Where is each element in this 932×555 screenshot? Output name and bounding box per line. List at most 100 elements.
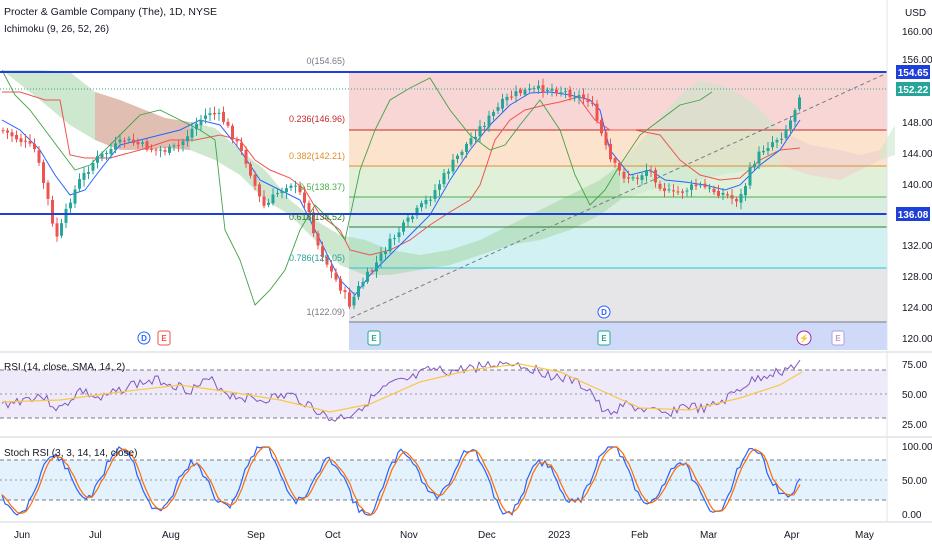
candle-body bbox=[289, 185, 293, 188]
candle-body bbox=[447, 171, 450, 174]
candle-body bbox=[519, 89, 522, 94]
candle-body bbox=[672, 190, 675, 192]
time-tick: Sep bbox=[247, 530, 265, 541]
candle-body bbox=[10, 132, 14, 137]
candle-body bbox=[298, 185, 302, 193]
candle-body bbox=[604, 132, 608, 146]
candle-body bbox=[411, 216, 414, 220]
lightning-marker[interactable]: ⚡ bbox=[796, 330, 812, 346]
candle-body bbox=[96, 156, 99, 163]
candle-body bbox=[262, 196, 266, 206]
stoch-tick: 0.00 bbox=[902, 510, 922, 521]
price-tag-lower bbox=[896, 207, 930, 221]
candle-body bbox=[676, 191, 680, 193]
candle-body bbox=[766, 148, 770, 151]
rsi-line bbox=[1, 359, 801, 422]
candle-body bbox=[330, 265, 333, 272]
fib-label-2: 0.382(142.21) bbox=[289, 151, 345, 161]
candle-body bbox=[226, 121, 230, 126]
candle-body bbox=[582, 94, 585, 99]
candle-body bbox=[465, 143, 468, 152]
candle-body bbox=[91, 163, 95, 171]
candle-body bbox=[415, 207, 419, 216]
candle-body bbox=[33, 143, 36, 150]
candle-body bbox=[361, 281, 365, 287]
stoch-k-line bbox=[1, 446, 801, 517]
candle-body bbox=[586, 99, 590, 103]
price-axis[interactable]: USD 160.00 156.00 148.00 144.00 140.00 1… bbox=[902, 8, 932, 345]
candle-body bbox=[739, 193, 743, 203]
time-tick: Aug bbox=[162, 530, 180, 541]
fib-zone-0 bbox=[349, 72, 887, 130]
stoch-legend[interactable]: Stoch RSI (3, 3, 14, 14, close) bbox=[4, 448, 138, 459]
earnings-marker[interactable]: E bbox=[157, 330, 171, 346]
candle-body bbox=[73, 189, 77, 204]
stoch-pane bbox=[0, 446, 887, 517]
candle-body bbox=[505, 96, 509, 101]
candle-body bbox=[267, 202, 270, 205]
ichimoku-legend[interactable]: Ichimoku (9, 26, 52, 26) bbox=[4, 24, 110, 35]
candle-body bbox=[429, 199, 432, 201]
price-tag-upper-text: 154.65 bbox=[898, 68, 929, 79]
candle-body bbox=[42, 162, 45, 184]
dividend-marker[interactable]: D bbox=[137, 331, 151, 345]
candle-body bbox=[366, 271, 369, 282]
candle-body bbox=[240, 142, 243, 151]
candle-body bbox=[217, 112, 221, 114]
candle-body bbox=[663, 188, 666, 192]
ichimoku-lines bbox=[1, 69, 801, 306]
candle-body bbox=[694, 184, 698, 187]
svg-text:E: E bbox=[371, 334, 377, 343]
candle-body bbox=[204, 115, 207, 119]
svg-text:E: E bbox=[601, 334, 607, 343]
candle-body bbox=[24, 140, 27, 142]
price-tag-upper bbox=[896, 65, 930, 79]
candle-body bbox=[717, 191, 720, 196]
earnings-marker[interactable]: E bbox=[367, 330, 381, 346]
earnings-marker[interactable]: E bbox=[597, 330, 611, 346]
candle-body bbox=[690, 184, 693, 191]
fib-labels: 0(154.65) 0.236(146.96) 0.382(142.21) 0.… bbox=[289, 56, 345, 317]
candle-body bbox=[757, 151, 761, 164]
rsi-legend[interactable]: RSI (14, close, SMA, 14, 2) bbox=[4, 362, 126, 373]
event-markers: D E E D E ⚡ E bbox=[137, 305, 845, 346]
candle-body bbox=[568, 89, 572, 98]
candle-body bbox=[649, 171, 653, 173]
earnings-marker[interactable]: E bbox=[831, 330, 845, 346]
candle-body bbox=[195, 123, 198, 130]
dividend-marker[interactable]: D bbox=[597, 305, 611, 319]
price-candles bbox=[1, 78, 801, 310]
fib-label-0: 0(154.65) bbox=[306, 56, 345, 66]
candle-body bbox=[433, 190, 437, 199]
candle-body bbox=[244, 149, 248, 164]
ichimoku-cloud bbox=[2, 70, 895, 275]
candle-body bbox=[177, 145, 180, 147]
candle-body bbox=[379, 253, 383, 261]
svg-text:D: D bbox=[141, 334, 147, 343]
candle-body bbox=[100, 153, 104, 158]
candle-body bbox=[618, 162, 621, 171]
candle-body bbox=[55, 223, 59, 237]
candle-body bbox=[798, 97, 801, 110]
candle-body bbox=[573, 97, 576, 99]
time-axis[interactable]: Jun Jul Aug Sep Oct Nov Dec 2023 Feb Mar… bbox=[14, 530, 874, 541]
candle-body bbox=[114, 143, 117, 150]
candle-body bbox=[118, 139, 122, 143]
time-tick: Jul bbox=[89, 530, 102, 541]
candle-body bbox=[550, 88, 554, 91]
symbol-title[interactable]: Procter & Gamble Company (The), 1D, NYSE bbox=[4, 6, 217, 18]
candle-body bbox=[316, 233, 320, 246]
fib-zone-3 bbox=[349, 197, 887, 227]
candle-body bbox=[780, 138, 783, 140]
candle-body bbox=[397, 232, 401, 238]
candle-body bbox=[514, 91, 518, 97]
fibonacci-zones bbox=[349, 72, 887, 350]
price-tick: 132.00 bbox=[902, 241, 932, 252]
candle-body bbox=[312, 212, 315, 234]
price-tick: 156.00 bbox=[902, 55, 932, 66]
candle-body bbox=[555, 89, 558, 94]
rsi-sma-line bbox=[1, 363, 803, 413]
time-tick: Mar bbox=[700, 530, 718, 541]
